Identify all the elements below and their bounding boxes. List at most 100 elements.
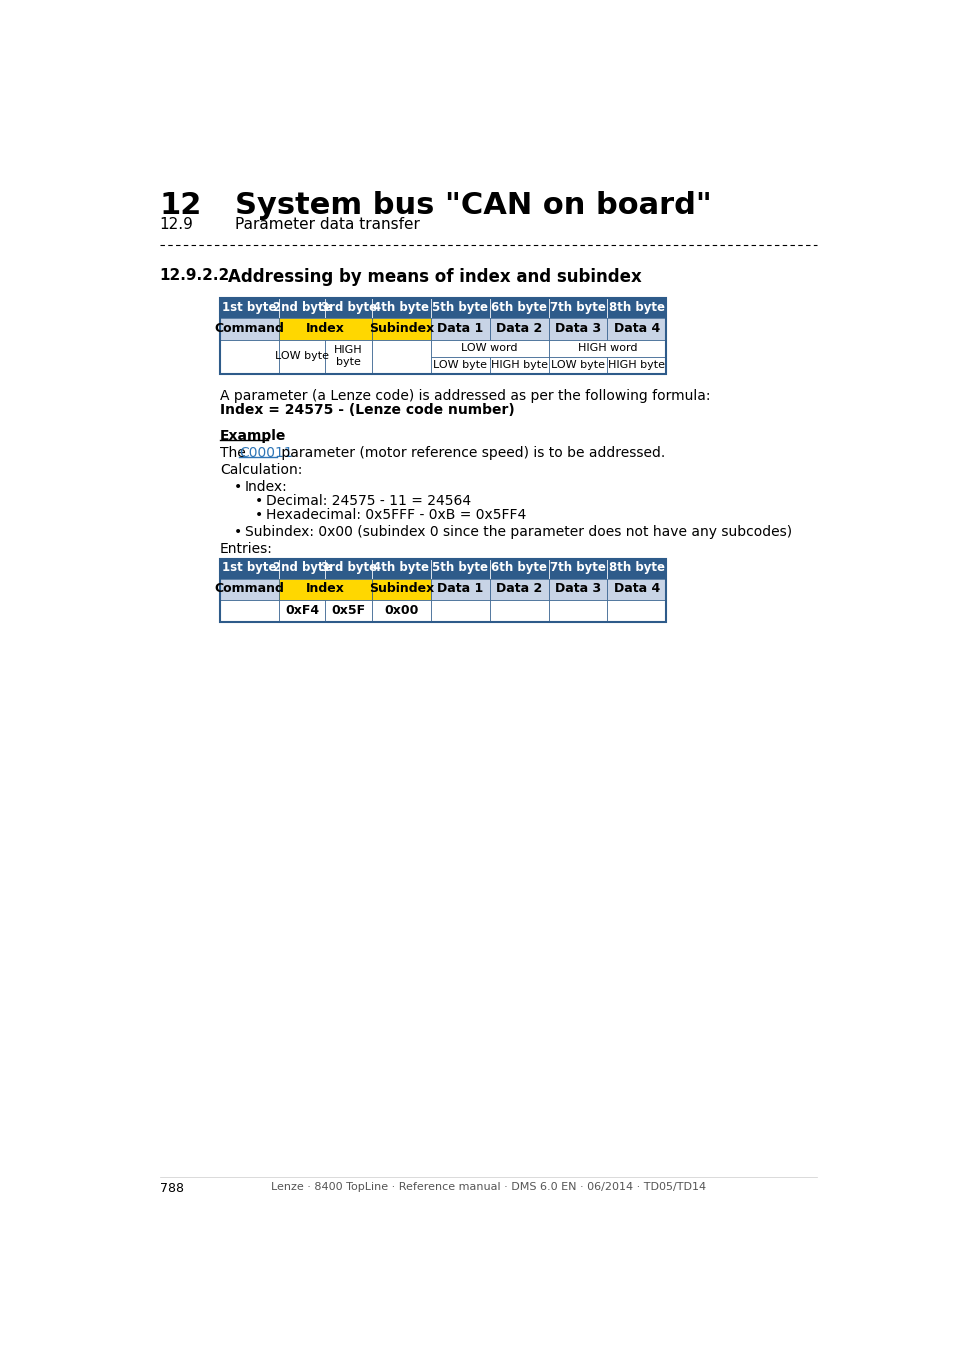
Text: Hexadecimal: 0x5FFF - 0xB = 0x5FF4: Hexadecimal: 0x5FFF - 0xB = 0x5FF4: [266, 508, 526, 521]
Bar: [431, 298, 489, 319]
Bar: [548, 559, 607, 579]
Bar: [431, 319, 489, 340]
Text: Command: Command: [214, 321, 284, 335]
Text: Data 2: Data 2: [496, 582, 541, 595]
Text: The: The: [220, 446, 250, 460]
Text: 0xF4: 0xF4: [285, 603, 319, 617]
Text: •: •: [233, 481, 242, 494]
Bar: [489, 559, 548, 579]
Bar: [607, 356, 666, 374]
Text: HIGH byte: HIGH byte: [608, 359, 665, 370]
Bar: [220, 559, 278, 579]
Bar: [278, 319, 372, 340]
Bar: [220, 559, 666, 622]
Text: 8th byte: 8th byte: [608, 301, 664, 315]
Text: 788: 788: [159, 1183, 183, 1195]
Text: 1st byte: 1st byte: [222, 562, 276, 574]
Text: 8th byte: 8th byte: [608, 562, 664, 574]
Text: Lenze · 8400 TopLine · Reference manual · DMS 6.0 EN · 06/2014 · TD05/TD14: Lenze · 8400 TopLine · Reference manual …: [271, 1183, 706, 1192]
Bar: [607, 601, 666, 622]
Text: Subindex: Subindex: [369, 582, 434, 595]
Text: 1st byte: 1st byte: [222, 301, 276, 315]
Text: 3rd byte: 3rd byte: [320, 301, 376, 315]
Text: 6th byte: 6th byte: [491, 562, 547, 574]
Text: 4th byte: 4th byte: [373, 562, 429, 574]
Bar: [548, 356, 607, 374]
Text: Index = 24575 - (Lenze code number): Index = 24575 - (Lenze code number): [220, 404, 515, 417]
Bar: [325, 601, 372, 622]
Bar: [220, 340, 278, 374]
Text: LOW byte: LOW byte: [551, 359, 604, 370]
Bar: [278, 579, 372, 601]
Bar: [607, 319, 666, 340]
Text: Subindex: Subindex: [369, 321, 434, 335]
Text: Data 1: Data 1: [436, 582, 483, 595]
Text: LOW byte: LOW byte: [433, 359, 487, 370]
Text: HIGH word: HIGH word: [578, 343, 637, 352]
Bar: [548, 340, 666, 356]
Bar: [220, 601, 278, 622]
Text: Data 4: Data 4: [613, 582, 659, 595]
Bar: [431, 579, 489, 601]
Bar: [220, 298, 666, 374]
Text: 3rd byte: 3rd byte: [320, 562, 376, 574]
Bar: [372, 601, 431, 622]
Bar: [607, 579, 666, 601]
Text: Data 3: Data 3: [555, 582, 600, 595]
Text: HIGH
byte: HIGH byte: [334, 346, 362, 367]
Text: Subindex: 0x00 (subindex 0 since the parameter does not have any subcodes): Subindex: 0x00 (subindex 0 since the par…: [245, 525, 791, 539]
Text: 5th byte: 5th byte: [432, 301, 488, 315]
Bar: [431, 559, 489, 579]
Text: Entries:: Entries:: [220, 541, 273, 556]
Text: Example: Example: [220, 429, 286, 443]
Text: •: •: [254, 494, 263, 508]
Bar: [220, 298, 278, 319]
Text: 7th byte: 7th byte: [550, 562, 605, 574]
Text: Addressing by means of index and subindex: Addressing by means of index and subinde…: [228, 269, 640, 286]
Bar: [278, 340, 325, 374]
Text: 0x5F: 0x5F: [332, 603, 365, 617]
Text: LOW word: LOW word: [461, 343, 517, 352]
Text: Index: Index: [306, 582, 344, 595]
Bar: [372, 340, 431, 374]
Bar: [372, 579, 431, 601]
Text: Parameter data transfer: Parameter data transfer: [235, 217, 420, 232]
Bar: [278, 298, 325, 319]
Bar: [372, 559, 431, 579]
Text: C00011: C00011: [239, 446, 293, 460]
Text: A parameter (a Lenze code) is addressed as per the following formula:: A parameter (a Lenze code) is addressed …: [220, 389, 710, 404]
Bar: [431, 340, 548, 356]
Text: Data 4: Data 4: [613, 321, 659, 335]
Text: 2nd byte: 2nd byte: [273, 301, 331, 315]
Bar: [372, 319, 431, 340]
Bar: [548, 601, 607, 622]
Text: •: •: [233, 525, 242, 539]
Text: Command: Command: [214, 582, 284, 595]
Text: Data 2: Data 2: [496, 321, 541, 335]
Bar: [607, 298, 666, 319]
Bar: [489, 356, 548, 374]
Bar: [220, 579, 278, 601]
Bar: [548, 319, 607, 340]
Bar: [489, 579, 548, 601]
Text: 0x00: 0x00: [384, 603, 418, 617]
Bar: [372, 298, 431, 319]
Bar: [489, 319, 548, 340]
Bar: [489, 601, 548, 622]
Text: Calculation:: Calculation:: [220, 463, 302, 477]
Bar: [325, 340, 372, 374]
Text: Decimal: 24575 - 11 = 24564: Decimal: 24575 - 11 = 24564: [266, 494, 471, 508]
Bar: [431, 356, 489, 374]
Bar: [489, 298, 548, 319]
Bar: [548, 298, 607, 319]
Bar: [325, 559, 372, 579]
Bar: [325, 298, 372, 319]
Text: HIGH byte: HIGH byte: [490, 359, 547, 370]
Text: 6th byte: 6th byte: [491, 301, 547, 315]
Text: Index:: Index:: [245, 481, 287, 494]
Text: LOW byte: LOW byte: [274, 351, 329, 360]
Text: 4th byte: 4th byte: [373, 301, 429, 315]
Bar: [220, 319, 278, 340]
Bar: [431, 601, 489, 622]
Text: System bus "CAN on board": System bus "CAN on board": [235, 192, 712, 220]
